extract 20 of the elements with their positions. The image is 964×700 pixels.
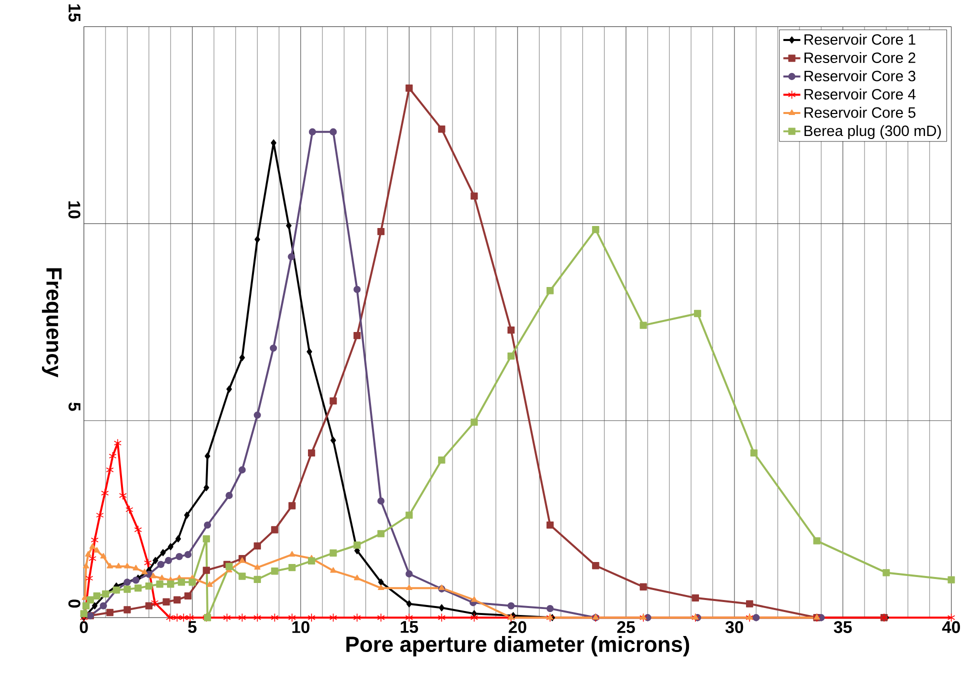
legend-label: Reservoir Core 5 [804,106,916,118]
x-axis-title: Pore aperture diameter (microns) [346,636,690,656]
x-tick-label: 40 [942,620,960,633]
legend-label: Reservoir Core 1 [804,34,916,45]
x-tick-label: 15 [400,620,418,633]
x-tick-label: 35 [834,620,852,633]
x-tick-label: 20 [508,620,526,633]
y-tick-label: 10 [68,201,80,218]
y-tick-label: 5 [68,402,80,411]
y-tick-label: 0 [68,599,80,608]
legend-label: Reservoir Core 3 [804,70,916,82]
x-tick-label: 10 [292,620,310,633]
y-axis-title: Frequency [42,268,62,378]
legend-label: Reservoir Core 2 [804,52,916,63]
y-tick-label: 15 [68,4,80,22]
x-tick-label: 30 [725,620,744,633]
x-tick-label: 25 [617,620,635,633]
x-tick-label: 5 [188,620,197,633]
legend-label: Reservoir Core 4 [804,88,916,100]
legend-label: Berea plug (300 mD) [804,124,941,139]
